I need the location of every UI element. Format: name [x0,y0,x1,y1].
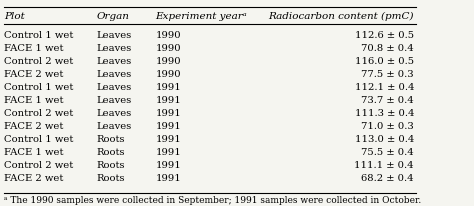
Text: FACE 2 wet: FACE 2 wet [4,122,64,131]
Text: Plot: Plot [4,12,25,21]
Text: Roots: Roots [97,160,125,170]
Text: 1990: 1990 [155,57,181,66]
Text: Leaves: Leaves [97,96,132,105]
Text: 68.2 ± 0.4: 68.2 ± 0.4 [362,173,414,183]
Text: 111.1 ± 0.4: 111.1 ± 0.4 [355,160,414,170]
Text: Leaves: Leaves [97,109,132,118]
Text: 1991: 1991 [155,83,182,92]
Text: Leaves: Leaves [97,70,132,79]
Text: 1991: 1991 [155,173,182,183]
Text: Leaves: Leaves [97,31,132,40]
Text: Roots: Roots [97,147,125,157]
Text: Control 2 wet: Control 2 wet [4,109,73,118]
Text: 73.7 ± 0.4: 73.7 ± 0.4 [361,96,414,105]
Text: FACE 1 wet: FACE 1 wet [4,147,64,157]
Text: 71.0 ± 0.3: 71.0 ± 0.3 [361,122,414,131]
Text: FACE 1 wet: FACE 1 wet [4,96,64,105]
Text: 1991: 1991 [155,135,182,144]
Text: Radiocarbon content (pmC): Radiocarbon content (pmC) [269,12,414,21]
Text: Leaves: Leaves [97,44,132,53]
Text: 1991: 1991 [155,96,182,105]
Text: 75.5 ± 0.4: 75.5 ± 0.4 [361,147,414,157]
Text: ᵃ The 1990 samples were collected in September; 1991 samples were collected in O: ᵃ The 1990 samples were collected in Sep… [4,195,421,204]
Text: Control 1 wet: Control 1 wet [4,83,73,92]
Text: Control 1 wet: Control 1 wet [4,135,73,144]
Text: Roots: Roots [97,173,125,183]
Text: Control 2 wet: Control 2 wet [4,160,73,170]
Text: 111.3 ± 0.4: 111.3 ± 0.4 [355,109,414,118]
Text: FACE 2 wet: FACE 2 wet [4,173,64,183]
Text: 1991: 1991 [155,147,182,157]
Text: 77.5 ± 0.3: 77.5 ± 0.3 [362,70,414,79]
Text: 1991: 1991 [155,122,182,131]
Text: 1990: 1990 [155,70,181,79]
Text: Control 1 wet: Control 1 wet [4,31,73,40]
Text: 112.1 ± 0.4: 112.1 ± 0.4 [355,83,414,92]
Text: 116.0 ± 0.5: 116.0 ± 0.5 [355,57,414,66]
Text: FACE 2 wet: FACE 2 wet [4,70,64,79]
Text: 70.8 ± 0.4: 70.8 ± 0.4 [361,44,414,53]
Text: 1991: 1991 [155,160,182,170]
Text: 113.0 ± 0.4: 113.0 ± 0.4 [355,135,414,144]
Text: Leaves: Leaves [97,122,132,131]
Text: 1990: 1990 [155,44,181,53]
Text: Organ: Organ [97,12,129,21]
Text: Leaves: Leaves [97,83,132,92]
Text: 1991: 1991 [155,109,182,118]
Text: 1990: 1990 [155,31,181,40]
Text: Control 2 wet: Control 2 wet [4,57,73,66]
Text: FACE 1 wet: FACE 1 wet [4,44,64,53]
Text: 112.6 ± 0.5: 112.6 ± 0.5 [355,31,414,40]
Text: Roots: Roots [97,135,125,144]
Text: Experiment yearᵃ: Experiment yearᵃ [155,12,247,21]
Text: Leaves: Leaves [97,57,132,66]
